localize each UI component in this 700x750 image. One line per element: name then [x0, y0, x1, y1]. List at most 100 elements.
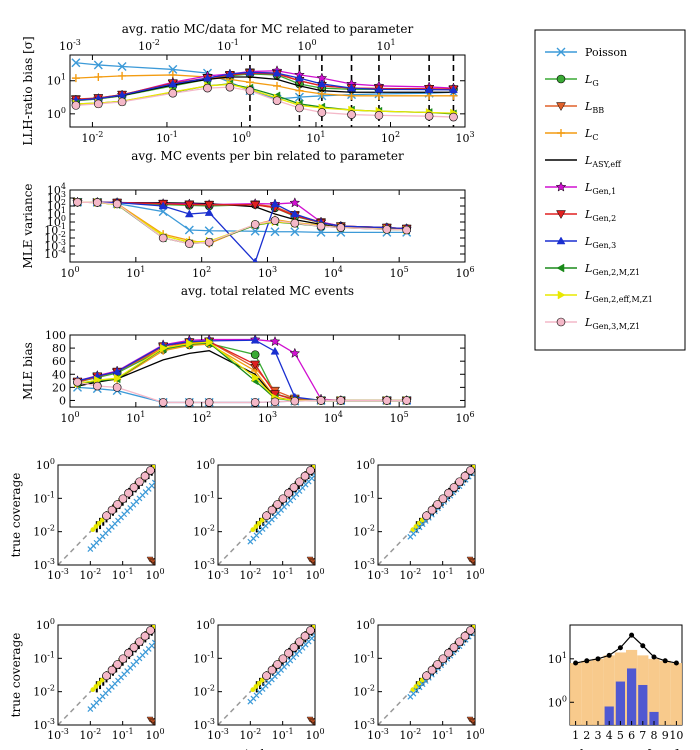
x-tick-label: 10-2 [399, 727, 421, 742]
coverage-point [135, 477, 144, 487]
x-tick-label: 103 [258, 410, 277, 425]
data-point [203, 83, 212, 93]
y-tick-label: 100 [47, 106, 66, 121]
coverage-point [289, 643, 299, 652]
data-point [245, 86, 255, 96]
y-tick-label: 103 [47, 190, 66, 205]
data-point [290, 396, 300, 406]
y-tick-label: 10-1 [353, 650, 375, 665]
data-point [317, 79, 327, 88]
x-tick-label: 6 [628, 729, 635, 742]
coverage-point [295, 637, 304, 647]
x-tick-label: 8 [651, 729, 658, 742]
series-group [378, 625, 475, 725]
y-tick-label: 10-1 [193, 490, 215, 505]
x-tick-label: 10-3 [367, 727, 389, 742]
x-tick-label: 100 [145, 567, 164, 582]
coverage-point [267, 665, 277, 675]
data-point [185, 239, 194, 248]
coverage-point [253, 684, 259, 689]
coverage-point [312, 562, 315, 565]
data-point [347, 91, 356, 100]
y-tick-label: 100 [356, 457, 375, 472]
coverage-point [273, 660, 282, 669]
coverage-point [151, 639, 155, 646]
legend-marker [556, 74, 566, 84]
coverage-point [449, 483, 459, 492]
x-axis-label: expected coverage [209, 747, 323, 750]
y-tick-label: 101 [47, 73, 66, 88]
coverage-point [433, 660, 442, 669]
x-tick-label: 103 [258, 265, 277, 280]
data-point [290, 209, 300, 218]
data-point [184, 225, 194, 235]
x-tick-label: 102 [192, 410, 211, 425]
coverage-point [466, 466, 475, 475]
x2-axis-label: avg. ratio MC/data for MC related to par… [122, 22, 414, 36]
coverage-point [96, 520, 102, 526]
legend-label: LBB [584, 100, 604, 115]
data-point [93, 381, 102, 391]
legend-marker [555, 181, 567, 192]
coverage-point [455, 477, 464, 487]
data-point [245, 67, 255, 76]
data-point [204, 208, 214, 216]
coverage-point [154, 626, 155, 627]
data-point [205, 337, 214, 347]
data-point [184, 200, 195, 210]
data-point [424, 111, 434, 121]
coverage-point [278, 494, 288, 504]
legend-marker [556, 47, 566, 57]
x-tick-label: 9 [662, 729, 669, 742]
data-point [184, 209, 194, 218]
y-tick-label: 10-1 [33, 490, 55, 505]
data-point [374, 84, 384, 93]
data-point [347, 110, 356, 119]
x-tick-label: 10-2 [239, 567, 261, 582]
x-tick-label: 102 [192, 265, 211, 280]
data-point [112, 383, 122, 392]
x-tick-label: 10-1 [112, 727, 134, 742]
coverage-panel: 10-3 10-2 10-1 100 100 10-1 10-2 10-3 true cover… [9, 617, 165, 742]
coverage-point [124, 488, 133, 498]
x-tick-label: 7 [639, 729, 646, 742]
data-line [575, 634, 677, 664]
data-point [290, 227, 300, 237]
data-point [203, 73, 212, 82]
x2-tick-label: 10-1 [217, 38, 239, 53]
coverage-point [444, 648, 453, 658]
x-tick-label: 10-2 [79, 727, 101, 742]
data-point [71, 74, 80, 83]
y-tick-label: 10-1 [353, 490, 375, 505]
coverage-point [438, 654, 448, 664]
x-tick-label: 100 [305, 727, 324, 742]
data-point [113, 373, 122, 383]
y-tick-label: 10-2 [44, 230, 66, 245]
legend-label: LG [584, 73, 599, 88]
coverage-point [124, 648, 133, 658]
data-point [270, 346, 280, 355]
data-point [270, 199, 280, 208]
legend-label: LC [584, 127, 598, 142]
coverage-point [284, 488, 293, 498]
x-tick-label: 10-1 [272, 727, 294, 742]
data-point [250, 350, 260, 359]
coverage-point [129, 483, 139, 492]
data-point [251, 373, 260, 382]
coverage-point [154, 466, 155, 467]
data-point [94, 99, 103, 109]
y-tick-label: 10-4 [44, 246, 66, 261]
coverage-point [113, 500, 122, 509]
coverage-point [262, 671, 271, 681]
coverage-point [140, 631, 150, 641]
coverage-point [259, 517, 265, 523]
series-line-L_C [75, 74, 454, 97]
x-tick-label: 10-3 [367, 567, 389, 582]
coverage-point [146, 626, 155, 635]
x-tick-label: 104 [324, 410, 343, 425]
series-group [218, 625, 315, 725]
coverage-point [93, 524, 99, 529]
x-tick-label: 10-3 [207, 727, 229, 742]
